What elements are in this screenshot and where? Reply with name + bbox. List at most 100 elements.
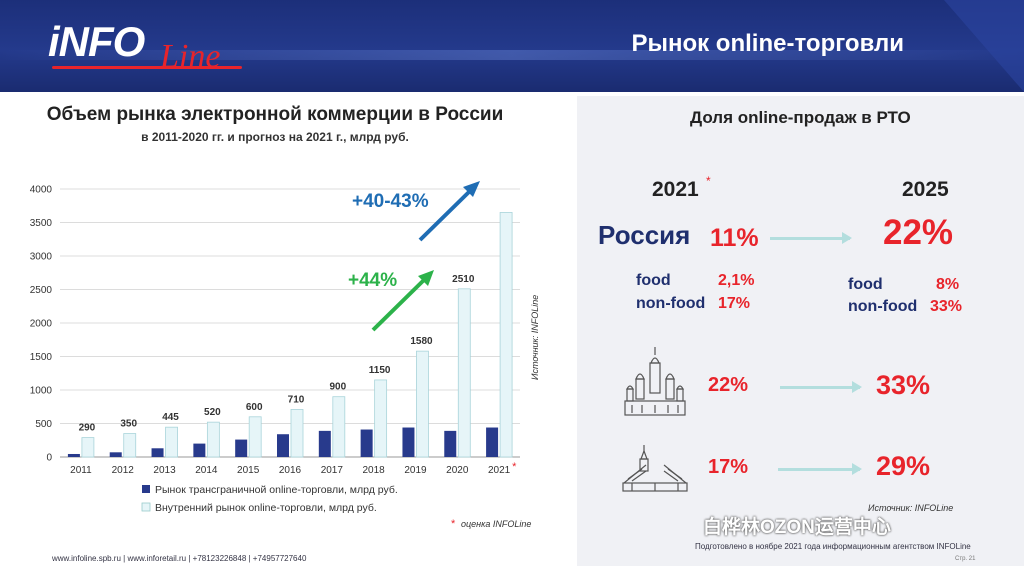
footer-contacts: www.infoline.spb.ru | www.inforetail.ru … <box>52 554 307 563</box>
growth-label-44: +44% <box>348 270 397 291</box>
wechat-watermark: 白桦林OZON运营中心 <box>703 517 891 538</box>
bar-value-label: 445 <box>162 412 179 423</box>
russia-label: Россия <box>598 220 691 250</box>
bar-value-label: 600 <box>246 402 263 413</box>
bar-domestic <box>457 288 471 458</box>
y-tick-label: 1000 <box>30 386 53 397</box>
bar-value-label: 290 <box>79 423 96 434</box>
spb-share-2025: 29% <box>876 451 931 481</box>
bar-domestic <box>499 212 513 458</box>
bar-value-label: 1580 <box>410 336 433 347</box>
nonfood-share-2025: 33% <box>930 298 963 315</box>
footer-prepared-note: Подготовлено в ноябре 2021 года информац… <box>695 542 971 551</box>
food-share-2025: 8% <box>936 276 960 293</box>
bar-value-label: 900 <box>329 382 346 393</box>
y-tick-label: 1500 <box>30 352 53 363</box>
bar-crossborder <box>235 439 248 457</box>
bar-domestic <box>416 350 429 458</box>
right-panel-source: Источник: INFOLine <box>868 503 954 513</box>
chart-gridlines <box>60 188 520 458</box>
x-tick-label: 2011 <box>70 465 92 476</box>
russia-share-2021: 11% <box>710 224 759 252</box>
bar-value-label: 350 <box>120 419 137 430</box>
bar-domestic <box>332 396 346 458</box>
moscow-cathedral-icon <box>624 347 686 416</box>
y-tick-label: 3000 <box>30 252 53 263</box>
russia-share-2025: 22% <box>883 213 954 252</box>
y-tick-label: 500 <box>35 419 52 430</box>
x-tick-label: 2012 <box>112 465 135 476</box>
x-tick-label: 2018 <box>363 465 386 476</box>
chart-title: Объем рынка электронной коммерции в Росс… <box>46 104 504 125</box>
moscow-share-2025: 33% <box>876 370 931 400</box>
x-axis-ticks: 2011 2012 2013 2014 2015 2016 2017 2018 2019 2020… <box>70 461 517 476</box>
bar-crossborder <box>360 429 373 457</box>
bar-crossborder <box>402 427 415 457</box>
right-panel-title: Доля online-продаж в РТО <box>690 108 911 127</box>
y-tick-label: 2000 <box>30 319 53 330</box>
x-tick-label: 2017 <box>321 465 344 476</box>
y-tick-label: 2500 <box>30 285 53 296</box>
growth-arrow-green <box>371 275 429 332</box>
year-2021-text: 2021 <box>652 178 699 201</box>
growth-arrow-blue <box>418 187 474 242</box>
russia-arrow <box>770 232 852 244</box>
header-stripe <box>0 50 1024 60</box>
nonfood-share-2021: 17% <box>718 295 751 312</box>
bar-crossborder <box>151 448 164 457</box>
moscow-share-2021: 22% <box>708 374 749 396</box>
bar-domestic <box>123 433 137 458</box>
infoline-logo: iNFO Line <box>48 14 248 80</box>
x-tick-label: 2019 <box>404 465 427 476</box>
food-label-2021: food <box>636 272 671 289</box>
chart-subtitle: в 2011-2020 гг. и прогноз на 2021 г., мл… <box>141 130 409 144</box>
header-banner: iNFO Line Рынок online-торговли <box>0 0 1024 92</box>
footer: www.infoline.spb.ru | www.inforetail.ru … <box>0 542 1024 572</box>
bar-value-label: 520 <box>204 407 221 418</box>
bar-domestic <box>248 416 262 458</box>
year-2021-label: 2021 <box>652 178 699 202</box>
x-tick-label: 2016 <box>279 465 302 476</box>
nonfood-label-2021: non-food <box>636 295 706 312</box>
growth-arrow-green-head <box>418 270 434 286</box>
year-2025-label: 2025 <box>902 178 949 201</box>
page-number: Стр. 21 <box>955 556 976 562</box>
food-share-2021: 2,1% <box>718 272 755 289</box>
header-corner-decoration <box>944 0 1024 92</box>
bar-crossborder <box>67 453 80 457</box>
right-panel-background <box>577 96 1024 566</box>
moscow-arrow <box>780 381 862 393</box>
bar-crossborder <box>193 443 206 457</box>
bar-domestic <box>290 409 304 458</box>
chart-legend: Рынок трансграничной online-торговли, мл… <box>141 484 398 514</box>
y-axis-ticks: 0 500 1000 1500 2000 2500 3000 3500 4000 <box>30 185 53 464</box>
x-tick-label: 2021 <box>488 465 511 476</box>
bar-value-label: 1150 <box>369 365 391 376</box>
x-tick-label: 2015 <box>237 465 260 476</box>
x-tick-label: 2014 <box>195 465 218 476</box>
legend-label-crossborder: Рынок трансграничной online-торговли, мл… <box>155 484 398 496</box>
spb-share-2021: 17% <box>708 456 749 478</box>
bar-value-labels: 290 350 445 520 600 710 900 1150 1580 2510 <box>79 274 475 434</box>
page-title: Рынок online-торговли <box>631 30 904 57</box>
y-tick-label: 3500 <box>30 218 53 229</box>
logo-info-text: iNFO <box>48 18 145 65</box>
bar-domestic <box>81 437 95 458</box>
bar-domestic <box>206 421 220 458</box>
bar-crossborder <box>444 430 457 457</box>
growth-label-40-43: +40-43% <box>352 191 429 212</box>
estimate-note: оценка INFOLine <box>461 519 531 529</box>
legend-label-domestic: Внутренний рынок online-торговли, млрд р… <box>155 502 377 514</box>
nonfood-label-2025: non-food <box>848 298 918 315</box>
chart-bars <box>67 212 513 458</box>
x-tick-label: 2020 <box>446 465 469 476</box>
bar-crossborder <box>318 430 331 457</box>
bar-domestic <box>374 379 388 458</box>
year-2021-star: * <box>706 174 711 188</box>
growth-arrows: +44% +40-43% <box>348 181 480 332</box>
bar-crossborder <box>109 452 122 457</box>
bar-crossborder <box>486 427 499 457</box>
food-label-2025: food <box>848 276 883 293</box>
bar-domestic <box>165 426 178 458</box>
